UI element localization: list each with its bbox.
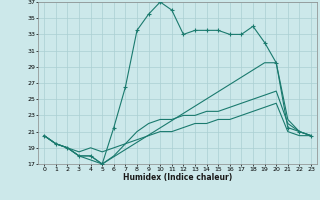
X-axis label: Humidex (Indice chaleur): Humidex (Indice chaleur) <box>123 173 232 182</box>
